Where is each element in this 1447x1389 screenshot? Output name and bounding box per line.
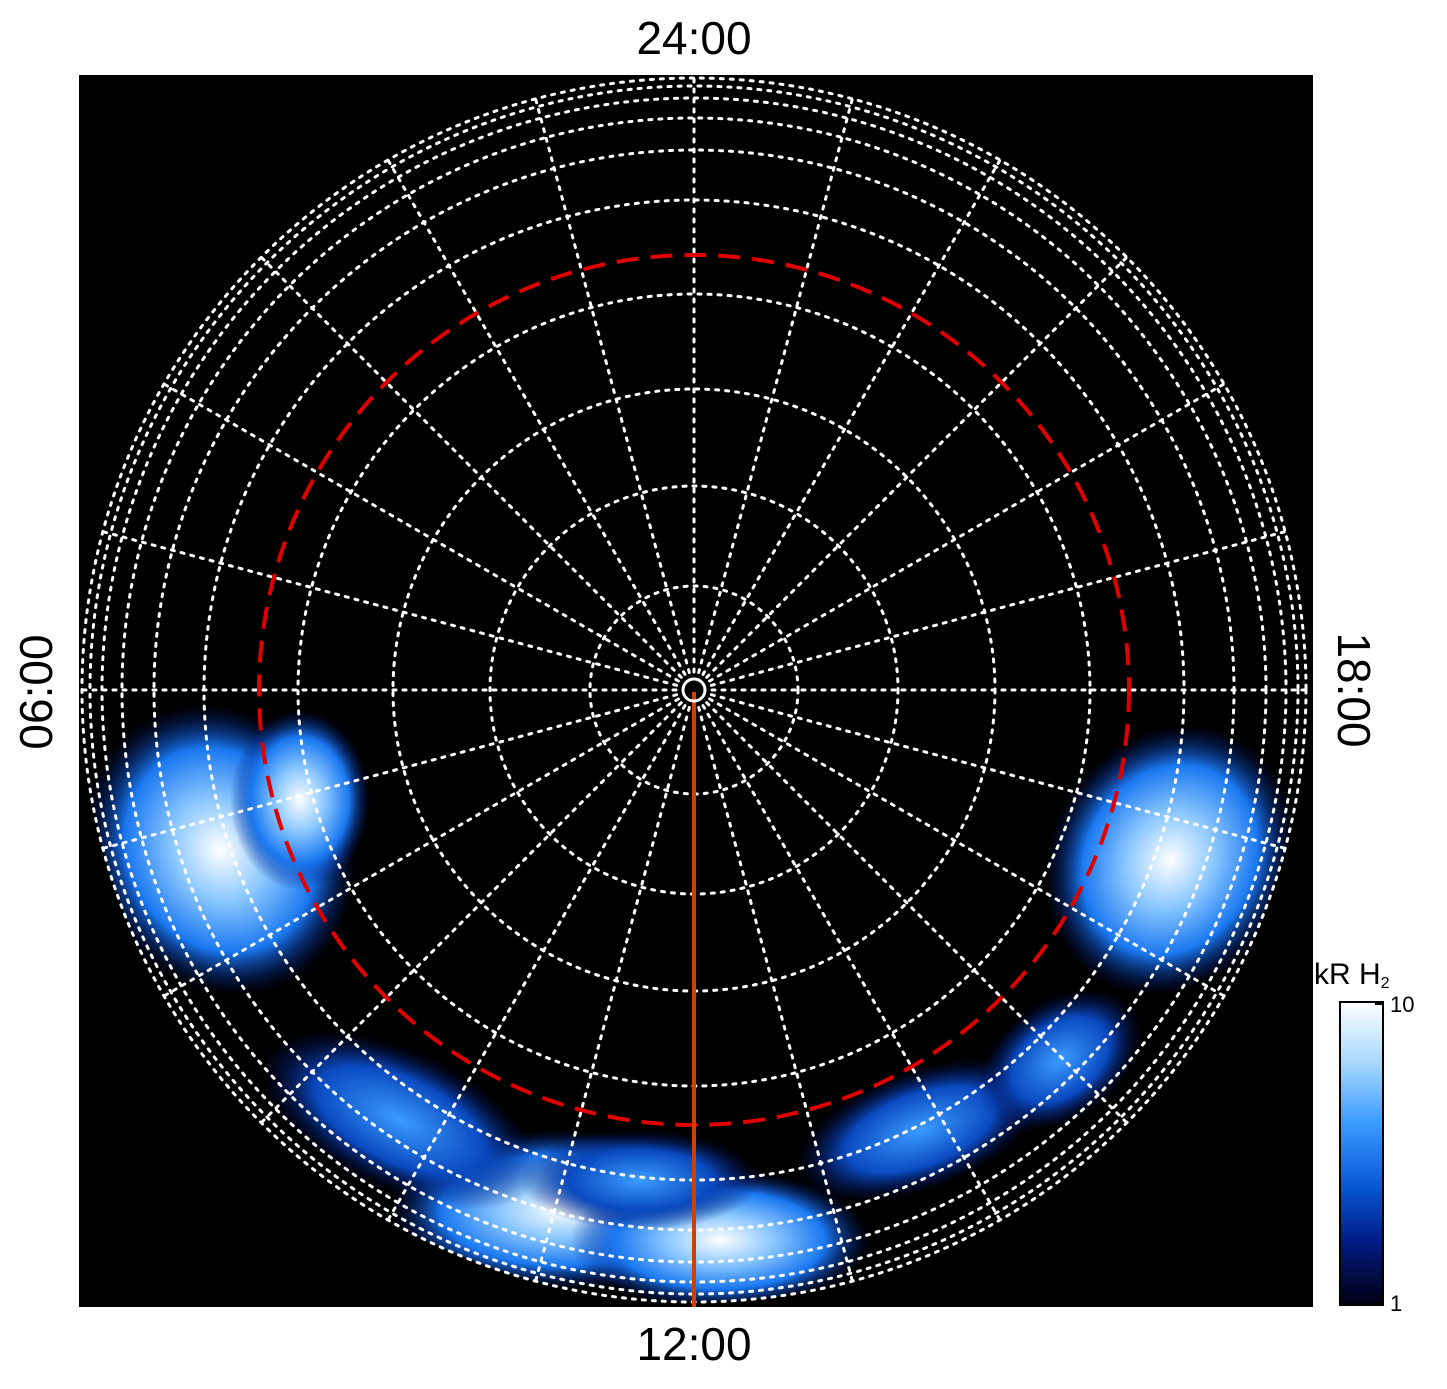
colorbar-tick-label: 10 xyxy=(1390,992,1414,1017)
time-label-right: 18:00 xyxy=(1328,632,1380,747)
colorbar-label-main: kR H xyxy=(1314,958,1381,991)
time-label-top: 24:00 xyxy=(636,12,751,64)
meridian xyxy=(386,158,687,676)
emission-patch xyxy=(978,988,1142,1132)
emission-patch xyxy=(230,710,370,890)
emission-patch xyxy=(260,1030,540,1210)
meridian xyxy=(697,97,854,675)
colorbar-ticks: 1 10 xyxy=(1375,992,1414,1316)
emission-patch xyxy=(520,1130,760,1230)
meridian xyxy=(259,701,683,1125)
meridian xyxy=(101,530,679,687)
meridian xyxy=(701,158,1002,676)
colorbar xyxy=(1339,1001,1384,1306)
meridian xyxy=(705,701,1129,1125)
meridian xyxy=(534,705,691,1283)
colorbar-label: kR H2 xyxy=(1314,958,1390,992)
colorbar-tick-label: 1 xyxy=(1390,1291,1402,1316)
meridian xyxy=(534,97,691,675)
meridian xyxy=(708,382,1226,683)
time-label-bottom: 12:00 xyxy=(636,1318,751,1370)
polar-grid xyxy=(80,76,1308,1304)
meridian xyxy=(162,697,680,998)
colorbar-label-subscript: 2 xyxy=(1381,975,1390,992)
pole-marker xyxy=(681,677,707,703)
meridian xyxy=(708,697,1226,998)
meridian xyxy=(162,382,680,683)
time-label-left: 06:00 xyxy=(10,634,62,749)
meridian xyxy=(386,704,687,1222)
meridian xyxy=(697,705,854,1283)
meridian xyxy=(259,255,683,679)
meridian xyxy=(701,704,1002,1222)
meridian xyxy=(101,693,679,850)
meridian xyxy=(709,530,1287,687)
meridian xyxy=(705,255,1129,679)
meridian xyxy=(709,693,1287,850)
